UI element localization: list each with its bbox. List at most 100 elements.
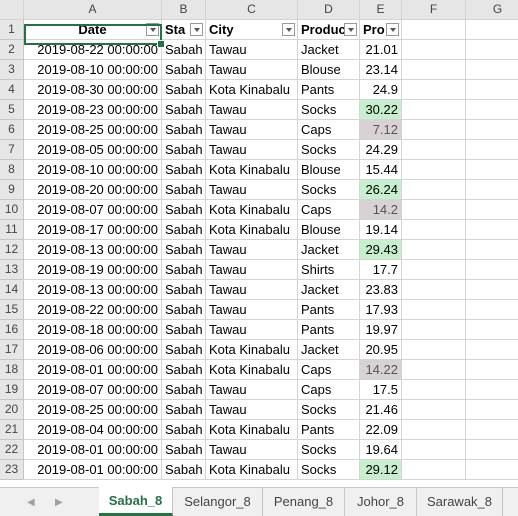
cell-empty[interactable] (402, 340, 466, 360)
cell-profit[interactable]: 26.24 (360, 180, 402, 200)
cell-state[interactable]: Sabah (162, 380, 206, 400)
cell-state[interactable]: Sabah (162, 340, 206, 360)
cell-profit[interactable]: 29.12 (360, 460, 402, 480)
cell-state[interactable]: Sabah (162, 460, 206, 480)
cell-product[interactable]: Caps (298, 200, 360, 220)
cell-date[interactable]: 2019-08-10 00:00:00 (24, 60, 162, 80)
header-city[interactable]: City (206, 20, 298, 40)
cell-profit[interactable]: 20.95 (360, 340, 402, 360)
cell-city[interactable]: Tawau (206, 440, 298, 460)
row-header[interactable]: 20 (0, 400, 24, 420)
cell-state[interactable]: Sabah (162, 140, 206, 160)
column-header-c[interactable]: C (206, 0, 298, 20)
cell-product[interactable]: Socks (298, 460, 360, 480)
cell-profit[interactable]: 19.97 (360, 320, 402, 340)
cell-date[interactable]: 2019-08-20 00:00:00 (24, 180, 162, 200)
cell-empty[interactable] (466, 320, 518, 340)
row-header[interactable]: 3 (0, 60, 24, 80)
cell-product[interactable]: Socks (298, 140, 360, 160)
cell-date[interactable]: 2019-08-06 00:00:00 (24, 340, 162, 360)
cell-date[interactable]: 2019-08-04 00:00:00 (24, 420, 162, 440)
row-header[interactable]: 18 (0, 360, 24, 380)
cell-empty[interactable] (402, 80, 466, 100)
cell-state[interactable]: Sabah (162, 360, 206, 380)
cell-state[interactable]: Sabah (162, 420, 206, 440)
cell-city[interactable]: Tawau (206, 320, 298, 340)
cell-empty[interactable] (402, 180, 466, 200)
filter-dropdown-icon[interactable] (386, 23, 399, 36)
cell-state[interactable]: Sabah (162, 40, 206, 60)
cell-empty[interactable] (402, 400, 466, 420)
cell-empty[interactable] (402, 280, 466, 300)
row-header[interactable]: 11 (0, 220, 24, 240)
cell-date[interactable]: 2019-08-22 00:00:00 (24, 300, 162, 320)
cell-empty[interactable] (402, 320, 466, 340)
cell-city[interactable]: Kota Kinabalu (206, 160, 298, 180)
cell-city[interactable]: Kota Kinabalu (206, 340, 298, 360)
cell-city[interactable]: Tawau (206, 260, 298, 280)
cell-date[interactable]: 2019-08-19 00:00:00 (24, 260, 162, 280)
cell-product[interactable]: Blouse (298, 60, 360, 80)
header-date[interactable]: Date (24, 20, 162, 40)
filter-dropdown-icon[interactable] (146, 23, 159, 36)
cell-product[interactable]: Socks (298, 400, 360, 420)
tab-penang-8[interactable]: Penang_8 (263, 488, 345, 516)
row-header[interactable]: 5 (0, 100, 24, 120)
cell-city[interactable]: Tawau (206, 240, 298, 260)
cell-empty[interactable] (402, 260, 466, 280)
row-header[interactable]: 15 (0, 300, 24, 320)
cell-empty[interactable] (466, 380, 518, 400)
row-header[interactable]: 8 (0, 160, 24, 180)
row-header[interactable]: 13 (0, 260, 24, 280)
cell-state[interactable]: Sabah (162, 240, 206, 260)
cell-product[interactable]: Jacket (298, 40, 360, 60)
cell-empty[interactable] (466, 360, 518, 380)
cell-city[interactable]: Tawau (206, 100, 298, 120)
cell-product[interactable]: Pants (298, 420, 360, 440)
cell-empty[interactable] (402, 40, 466, 60)
column-header-f[interactable]: F (402, 0, 466, 20)
cell-state[interactable]: Sabah (162, 60, 206, 80)
cell-empty[interactable] (466, 420, 518, 440)
cell-state[interactable]: Sabah (162, 160, 206, 180)
cell-empty[interactable] (402, 60, 466, 80)
column-header-b[interactable]: B (162, 0, 206, 20)
cell-date[interactable]: 2019-08-07 00:00:00 (24, 200, 162, 220)
cell-date[interactable]: 2019-08-01 00:00:00 (24, 440, 162, 460)
tab-scroll-right-icon[interactable]: ▶ (55, 497, 63, 508)
row-header[interactable]: 21 (0, 420, 24, 440)
fill-handle[interactable] (157, 40, 165, 48)
header-product[interactable]: Produc (298, 20, 360, 40)
cell-city[interactable]: Kota Kinabalu (206, 80, 298, 100)
cell-date[interactable]: 2019-08-25 00:00:00 (24, 120, 162, 140)
cell-empty[interactable] (402, 120, 466, 140)
cell-profit[interactable]: 24.29 (360, 140, 402, 160)
cell-empty[interactable] (466, 120, 518, 140)
cell-empty[interactable] (402, 200, 466, 220)
cell-date[interactable]: 2019-08-01 00:00:00 (24, 460, 162, 480)
tab-scroll-left-icon[interactable]: ◀ (27, 497, 35, 508)
cell-empty[interactable] (466, 220, 518, 240)
cell-date[interactable]: 2019-08-10 00:00:00 (24, 160, 162, 180)
cell-profit[interactable]: 24.9 (360, 80, 402, 100)
cell-profit[interactable]: 17.7 (360, 260, 402, 280)
cell-state[interactable]: Sabah (162, 320, 206, 340)
filter-dropdown-icon[interactable] (190, 23, 203, 36)
cell-profit[interactable]: 30.22 (360, 100, 402, 120)
cell-product[interactable]: Pants (298, 320, 360, 340)
cell-product[interactable]: Socks (298, 440, 360, 460)
cell-city[interactable]: Tawau (206, 120, 298, 140)
cell-empty[interactable] (466, 460, 518, 480)
cell-city[interactable]: Tawau (206, 380, 298, 400)
cell-empty[interactable] (402, 220, 466, 240)
cell-empty[interactable] (466, 80, 518, 100)
cell-empty[interactable] (402, 240, 466, 260)
header-profit[interactable]: Pro (360, 20, 402, 40)
filter-dropdown-icon[interactable] (282, 23, 295, 36)
cell-empty[interactable] (402, 160, 466, 180)
cell-product[interactable]: Caps (298, 120, 360, 140)
cell-city[interactable]: Tawau (206, 140, 298, 160)
cell-empty[interactable] (466, 60, 518, 80)
column-header-g[interactable]: G (466, 0, 518, 20)
cell-city[interactable]: Kota Kinabalu (206, 360, 298, 380)
